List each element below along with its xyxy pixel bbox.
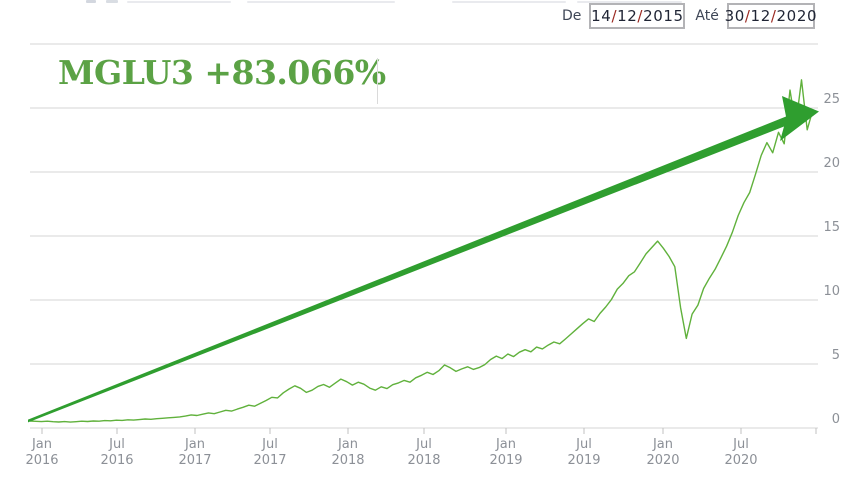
x-axis-label: Jul: [575, 437, 592, 452]
x-axis-label: 2016: [100, 453, 133, 468]
x-axis-label: Jan: [31, 437, 52, 452]
chart-title: MGLU3 +83.066%: [58, 53, 386, 92]
cropped-content-remnant: [247, 1, 395, 3]
cropped-content-remnant: [127, 1, 231, 3]
date-range-controls: De 1 4/1 2/2 0 1 5 Até 3 0/1 2/2 0 2 0: [562, 3, 817, 29]
x-axis-label: 2018: [331, 453, 364, 468]
date-to-input[interactable]: 3 0/1 2/2 0 2 0: [725, 3, 817, 29]
y-axis-label: 15: [823, 220, 840, 235]
x-axis-label: Jul: [261, 437, 278, 452]
x-axis-label: Jan: [652, 437, 673, 452]
y-axis-label: 5: [832, 348, 840, 363]
y-axis-label: 0: [832, 412, 840, 427]
cropped-content-remnant: [577, 1, 682, 3]
y-axis-label: 20: [823, 156, 840, 171]
x-axis-label: 2016: [25, 453, 58, 468]
x-axis-label: 2020: [646, 453, 679, 468]
x-axis-label: 2017: [253, 453, 286, 468]
cropped-content-remnant: [106, 0, 118, 3]
date-to-label: Até: [695, 8, 719, 24]
y-axis-label: 25: [823, 92, 840, 107]
x-axis-label: Jul: [415, 437, 432, 452]
x-axis-label: 2017: [178, 453, 211, 468]
x-axis-label: 2020: [724, 453, 757, 468]
date-from-label: De: [562, 8, 582, 24]
x-axis-label: 2019: [489, 453, 522, 468]
x-axis-label: Jul: [108, 437, 125, 452]
price-line: [29, 79, 814, 423]
x-axis-label: Jan: [184, 437, 205, 452]
y-axis-label: 10: [823, 284, 840, 299]
x-axis-label: 2018: [407, 453, 440, 468]
title-divider: [377, 58, 378, 104]
x-axis-label: Jul: [732, 437, 749, 452]
x-axis-label: 2019: [567, 453, 600, 468]
cropped-content-remnant: [86, 0, 96, 3]
cropped-content-remnant: [452, 1, 566, 3]
trend-arrow: [28, 96, 819, 423]
date-from-input[interactable]: 1 4/1 2/2 0 1 5: [589, 3, 686, 29]
x-axis-label: Jan: [337, 437, 358, 452]
x-axis-label: Jan: [495, 437, 516, 452]
